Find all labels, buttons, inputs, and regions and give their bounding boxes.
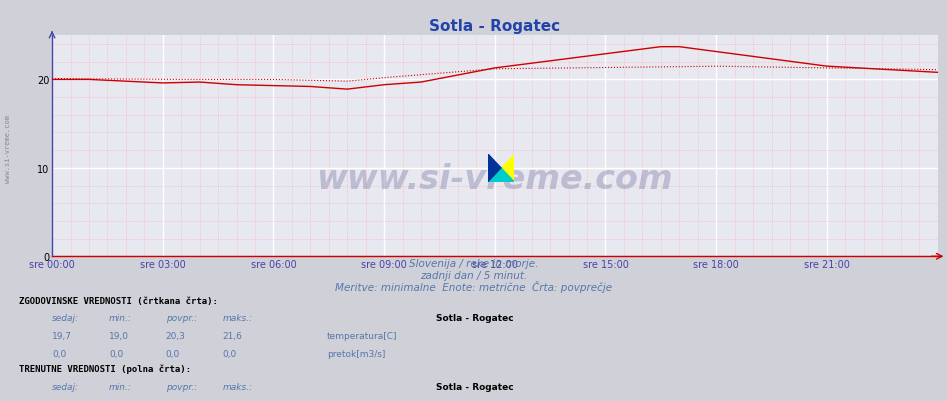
Text: 0,0: 0,0 — [166, 349, 180, 358]
Text: povpr.:: povpr.: — [166, 314, 197, 322]
Polygon shape — [488, 154, 514, 182]
Text: 18,5: 18,5 — [109, 400, 129, 401]
Text: TRENUTNE VREDNOSTI (polna črta):: TRENUTNE VREDNOSTI (polna črta): — [19, 364, 191, 374]
Text: 19,0: 19,0 — [109, 331, 129, 340]
Text: 20,8: 20,8 — [52, 400, 72, 401]
Text: sedaj:: sedaj: — [52, 314, 80, 322]
Text: sedaj:: sedaj: — [52, 382, 80, 391]
Text: Sotla - Rogatec: Sotla - Rogatec — [436, 382, 513, 391]
Text: 19,7: 19,7 — [52, 331, 72, 340]
Text: 21,6: 21,6 — [223, 331, 242, 340]
Text: ZGODOVINSKE VREDNOSTI (črtkana črta):: ZGODOVINSKE VREDNOSTI (črtkana črta): — [19, 296, 218, 305]
Text: 0,0: 0,0 — [109, 349, 123, 358]
Text: temperatura[C]: temperatura[C] — [327, 400, 397, 401]
Text: 20,3: 20,3 — [166, 331, 186, 340]
Text: Sotla - Rogatec: Sotla - Rogatec — [436, 314, 513, 322]
Text: min.:: min.: — [109, 314, 132, 322]
Text: povpr.:: povpr.: — [166, 382, 197, 391]
Text: maks.:: maks.: — [223, 314, 253, 322]
Polygon shape — [488, 168, 514, 182]
Text: 21,2: 21,2 — [166, 400, 186, 401]
Polygon shape — [488, 154, 501, 182]
Text: www.si-vreme.com: www.si-vreme.com — [316, 163, 673, 196]
Text: temperatura[C]: temperatura[C] — [327, 331, 397, 340]
Text: maks.:: maks.: — [223, 382, 253, 391]
Text: 23,7: 23,7 — [223, 400, 242, 401]
Text: pretok[m3/s]: pretok[m3/s] — [327, 349, 385, 358]
Text: Meritve: minimalne  Enote: metrične  Črta: povprečje: Meritve: minimalne Enote: metrične Črta:… — [335, 281, 612, 293]
Text: 0,0: 0,0 — [52, 349, 66, 358]
Text: 0,0: 0,0 — [223, 349, 237, 358]
Title: Sotla - Rogatec: Sotla - Rogatec — [429, 18, 561, 34]
Text: Slovenija / reke in morje.: Slovenija / reke in morje. — [409, 259, 538, 269]
Text: www.si-vreme.com: www.si-vreme.com — [5, 114, 10, 182]
Text: min.:: min.: — [109, 382, 132, 391]
Text: zadnji dan / 5 minut.: zadnji dan / 5 minut. — [420, 271, 527, 281]
